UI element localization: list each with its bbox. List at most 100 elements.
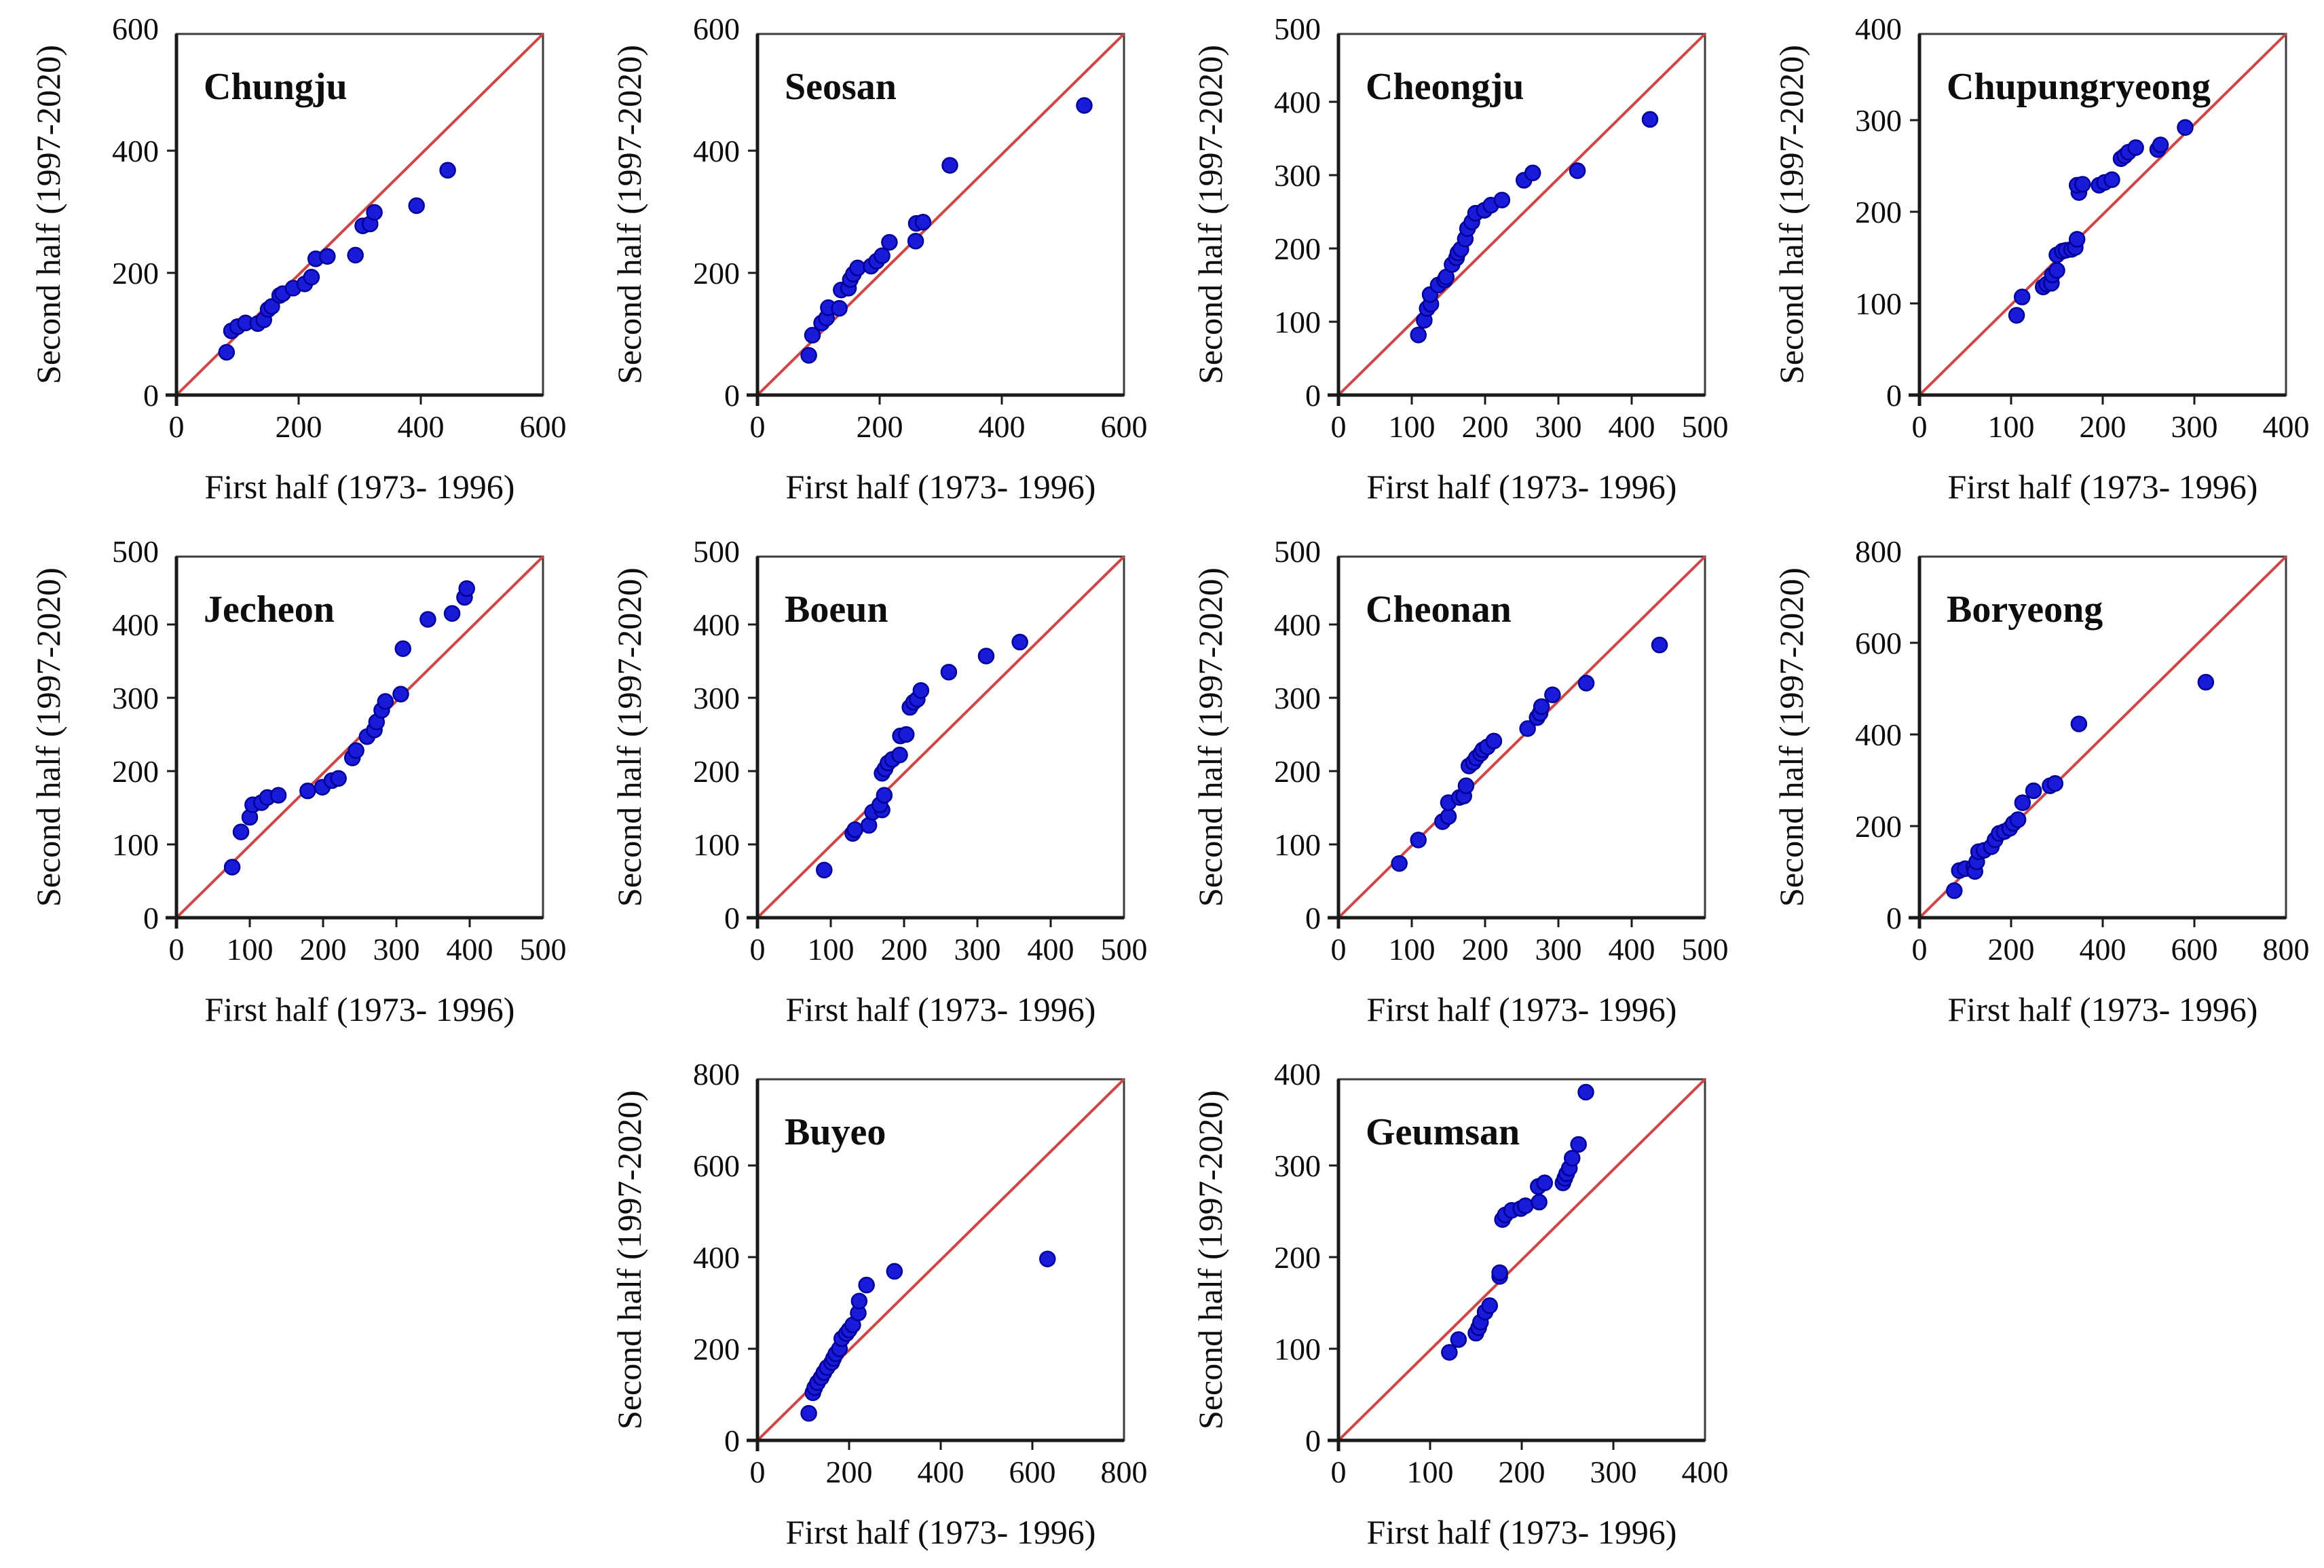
plot-cell-chupungryeong: 0 0 100 100 200 200 300 300 400 400 Chupungryeong F… <box>1743 0 2324 523</box>
empty-cell <box>1743 1045 2324 1567</box>
x-tick-label: 100 <box>808 932 855 967</box>
data-point <box>392 686 409 703</box>
data-point <box>1517 1197 1534 1214</box>
y-tick-label: 600 <box>112 12 159 46</box>
y-tick-label: 400 <box>1855 717 1902 752</box>
data-point <box>419 611 436 628</box>
x-tick-label: 0 <box>1331 932 1347 967</box>
data-point <box>319 248 336 265</box>
data-point <box>2046 774 2064 792</box>
data-point <box>366 204 383 221</box>
y-tick-label: 200 <box>1274 754 1321 789</box>
x-tick-label: 200 <box>1462 932 1509 967</box>
data-point <box>940 663 958 681</box>
data-point <box>1641 111 1659 128</box>
scatter-plot-buyeo: 00 200 200 400 400 600 600 800 800 Buyeo First hal… <box>610 1057 1148 1551</box>
data-point <box>858 1276 875 1294</box>
plot-title: Seosan <box>785 66 897 108</box>
x-tick-label: 300 <box>1590 1455 1637 1489</box>
x-tick-label: 200 <box>1462 409 1509 444</box>
x-axis-title: First half (1973- 1996) <box>1948 468 2258 506</box>
identity-line <box>756 555 1125 919</box>
plot-cell-geumsan: 0 0 100 100 200 200 300 300 400 400 Geumsan First h… <box>1162 1045 1743 1567</box>
data-point <box>2074 176 2091 193</box>
data-point <box>1577 1083 1594 1101</box>
x-tick-label: 400 <box>918 1455 964 1489</box>
data-point <box>1564 1149 1581 1167</box>
y-tick-label: 0 <box>143 378 159 413</box>
x-tick-label: 400 <box>2263 409 2310 444</box>
data-point <box>377 693 394 710</box>
data-point <box>1536 1174 1553 1191</box>
data-point <box>1651 636 1668 654</box>
data-point <box>912 682 930 699</box>
y-tick-label: 200 <box>693 256 740 291</box>
data-point <box>2177 119 2194 136</box>
y-tick-label: 100 <box>112 827 159 862</box>
data-point <box>303 269 320 286</box>
data-point <box>1531 1193 1548 1211</box>
data-point <box>1410 326 1427 343</box>
plot-cell-chungju: 0 0 200 200 400 400 600 600 Chungju First half (1… <box>0 0 581 523</box>
data-point <box>874 247 891 265</box>
x-axis-title: First half (1973- 1996) <box>786 468 1096 506</box>
data-point <box>941 157 958 174</box>
data-point <box>977 648 995 665</box>
y-tick-label: 400 <box>1855 12 1902 46</box>
y-tick-label: 0 <box>724 901 740 935</box>
identity-line <box>1337 1078 1706 1442</box>
plot-title: Cheonan <box>1366 589 1512 631</box>
y-tick-label: 0 <box>1886 378 1902 413</box>
y-tick-label: 0 <box>1305 378 1321 413</box>
y-axis-title: Second half (1997-2020) <box>29 567 67 907</box>
data-point <box>800 347 817 364</box>
x-tick-label: 0 <box>750 1455 766 1489</box>
y-tick-label: 200 <box>1855 809 1902 844</box>
y-tick-label: 100 <box>1274 827 1321 862</box>
data-point <box>1441 1344 1458 1361</box>
plot-title: Chungju <box>204 66 348 108</box>
y-tick-label: 200 <box>693 754 740 789</box>
y-tick-label: 300 <box>693 681 740 715</box>
x-axis-title: First half (1973- 1996) <box>1948 990 2258 1028</box>
data-point <box>223 859 241 876</box>
x-tick-label: 0 <box>1331 409 1347 444</box>
y-tick-label: 0 <box>143 901 159 935</box>
y-tick-label: 100 <box>693 827 740 862</box>
y-tick-label: 400 <box>693 608 740 642</box>
data-point <box>2197 673 2215 691</box>
data-point <box>886 1263 903 1280</box>
plot-title: Chupungryeong <box>1947 66 2211 108</box>
scatter-plot-jecheon: 00 100 100 200 200 300 300 400 400 500 500 Jecheon F… <box>29 534 567 1028</box>
x-tick-label: 200 <box>2080 409 2126 444</box>
x-tick-label: 600 <box>1101 409 1148 444</box>
y-tick-label: 300 <box>1274 158 1321 193</box>
x-tick-label: 0 <box>169 409 185 444</box>
x-tick-label: 800 <box>2263 932 2310 967</box>
data-point <box>2103 171 2120 188</box>
y-axis-title: Second half (1997-2020) <box>1191 45 1229 384</box>
x-tick-label: 400 <box>1609 932 1655 967</box>
data-point <box>2014 794 2031 811</box>
y-tick-label: 600 <box>693 12 740 46</box>
x-tick-label: 300 <box>373 932 420 967</box>
scatter-plot-seosan: 00 200 200 400 400 600 600 Seosan First half (19… <box>610 12 1148 506</box>
data-point <box>831 299 848 317</box>
plot-cell-seosan: 0 0 200 200 400 400 600 600 Seosan First half (19… <box>581 0 1162 523</box>
plot-cell-boeun: 0 0 100 100 200 200 300 300 400 400 500 500 Boeun Fir… <box>581 523 1162 1045</box>
data-point <box>907 232 924 250</box>
y-tick-label: 200 <box>1274 231 1321 266</box>
data-point <box>800 1404 817 1422</box>
x-tick-label: 400 <box>1028 932 1074 967</box>
y-axis-title: Second half (1997-2020) <box>610 1090 648 1430</box>
data-point <box>804 326 821 344</box>
x-tick-label: 0 <box>169 932 185 967</box>
data-point <box>1410 832 1427 848</box>
y-tick-label: 600 <box>1855 626 1902 660</box>
data-point <box>269 787 287 804</box>
identity-line <box>1337 33 1706 396</box>
x-tick-label: 300 <box>1535 409 1582 444</box>
data-point <box>2009 811 2027 828</box>
data-point <box>348 742 364 760</box>
data-point <box>2008 307 2025 324</box>
